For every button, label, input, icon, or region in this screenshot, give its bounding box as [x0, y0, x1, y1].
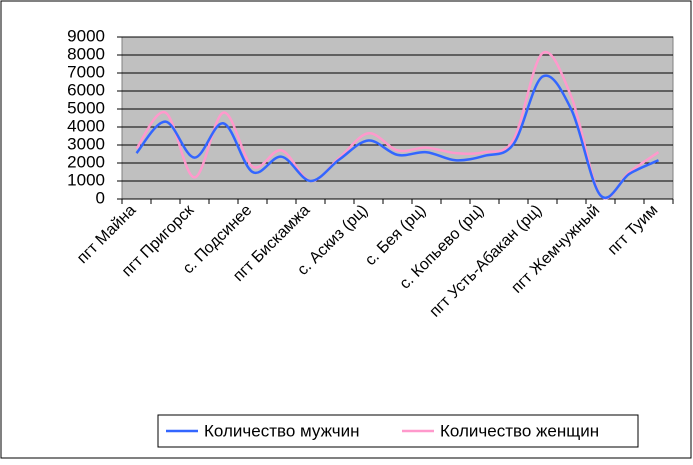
legend-label: Количество женщин: [440, 421, 599, 440]
y-tick-label: 6000: [67, 80, 105, 99]
y-tick-label: 8000: [67, 44, 105, 63]
y-tick-label: 4000: [67, 116, 105, 135]
y-tick-label: 0: [96, 188, 105, 207]
legend: [157, 414, 639, 448]
y-tick-label: 1000: [67, 170, 105, 189]
plot-area: [121, 36, 674, 200]
series-line: [135, 50, 660, 200]
y-tick-label: 7000: [67, 62, 105, 81]
y-tick-label: 2000: [67, 152, 105, 171]
y-tick-label: 3000: [67, 134, 105, 153]
series-line: [135, 74, 660, 200]
legend-label: Количество мужчин: [204, 421, 360, 440]
y-tick-label: 5000: [67, 98, 105, 117]
y-tick-label: 9000: [67, 26, 105, 45]
